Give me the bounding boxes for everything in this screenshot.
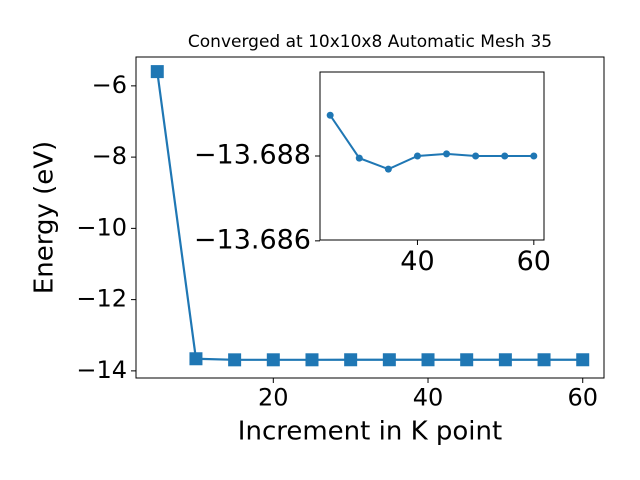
y-tick-label: −10: [76, 213, 127, 241]
marker: [266, 353, 280, 367]
marker: [355, 154, 363, 162]
marker: [228, 353, 242, 367]
x-tick-label: 40: [413, 384, 444, 412]
marker: [501, 152, 509, 160]
x-tick-label: 40: [400, 246, 434, 277]
x-tick-label: 60: [517, 246, 551, 277]
y-tick-label: −13.686: [194, 224, 311, 255]
marker: [443, 150, 451, 158]
series-line: [329, 114, 534, 171]
y-tick-label: −12: [76, 285, 127, 313]
x-tick-label: 60: [567, 384, 598, 412]
y-tick-label: −14: [76, 356, 127, 384]
y-tick-label: −13.688: [194, 140, 311, 171]
chart-title: Converged at 10x10x8 Automatic Mesh 35: [188, 32, 552, 52]
marker: [576, 353, 590, 367]
y-axis-label: Energy (eV): [30, 141, 60, 294]
marker: [537, 353, 551, 367]
x-axis-label: Increment in K point: [238, 417, 502, 447]
x-tick-label: 20: [258, 384, 289, 412]
marker: [498, 353, 512, 367]
marker: [305, 353, 319, 367]
marker: [460, 353, 474, 367]
y-tick-label: −8: [92, 142, 127, 170]
marker: [472, 152, 480, 160]
marker: [384, 165, 392, 173]
y-tick-label: −6: [92, 71, 127, 99]
marker: [344, 353, 358, 367]
marker: [421, 353, 435, 367]
marker: [326, 111, 334, 119]
marker: [382, 353, 396, 367]
marker: [530, 152, 538, 160]
marker: [150, 65, 164, 79]
marker: [413, 152, 421, 160]
marker: [189, 352, 203, 366]
